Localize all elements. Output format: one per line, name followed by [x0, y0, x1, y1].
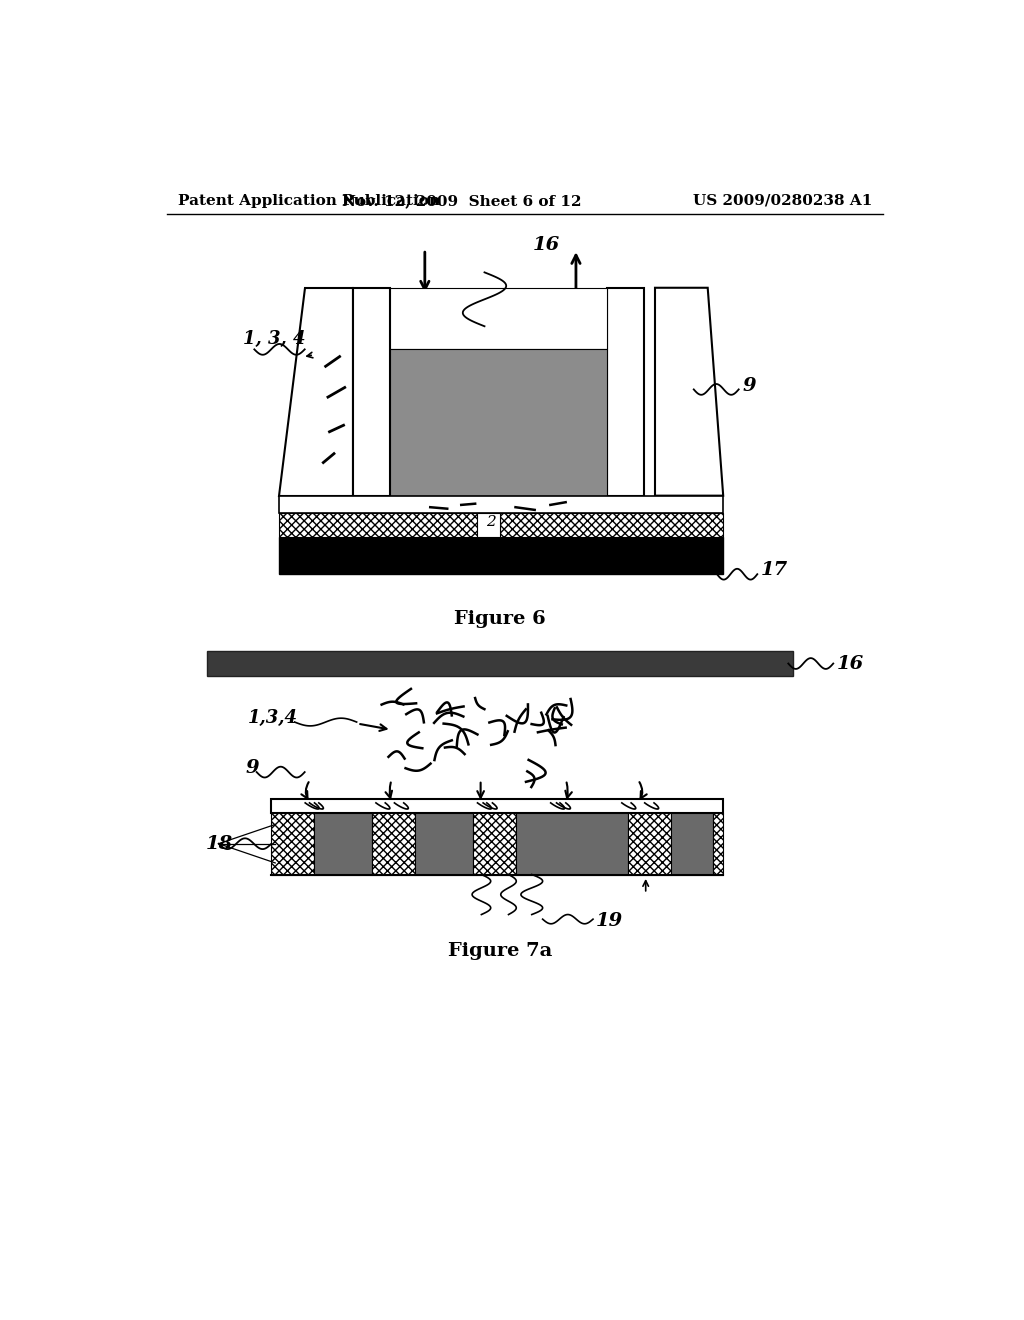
Polygon shape [655, 288, 723, 496]
Bar [207, 651, 793, 676]
Bar [390, 350, 607, 496]
Bar [280, 496, 723, 512]
Text: Figure 7a: Figure 7a [447, 942, 552, 961]
Bar [415, 813, 473, 874]
Bar [713, 813, 723, 874]
Text: US 2009/0280238 A1: US 2009/0280238 A1 [692, 194, 872, 207]
Polygon shape [280, 288, 352, 496]
Bar [671, 813, 713, 874]
Bar [280, 537, 723, 574]
Bar [372, 813, 415, 874]
Text: 1,3,4: 1,3,4 [248, 709, 298, 727]
Text: 18: 18 [206, 834, 232, 853]
Text: 1, 3, 4: 1, 3, 4 [243, 330, 305, 348]
Bar [271, 799, 723, 813]
Bar [607, 288, 644, 495]
Text: 16: 16 [838, 655, 864, 672]
Bar [473, 813, 515, 874]
Text: Figure 6: Figure 6 [454, 610, 546, 628]
Text: 2: 2 [485, 515, 496, 529]
Bar [515, 813, 628, 874]
Text: Patent Application Publication: Patent Application Publication [178, 194, 440, 207]
Text: 17: 17 [761, 561, 788, 579]
Bar [500, 512, 723, 537]
Text: Nov. 12, 2009  Sheet 6 of 12: Nov. 12, 2009 Sheet 6 of 12 [341, 194, 581, 207]
Bar [280, 512, 500, 537]
Bar [352, 288, 390, 495]
Bar [271, 813, 314, 874]
Text: 9: 9 [742, 376, 756, 395]
Text: 9: 9 [246, 759, 259, 777]
Text: 19: 19 [596, 912, 624, 929]
Text: 16: 16 [532, 236, 560, 253]
Bar [477, 512, 500, 537]
Bar [314, 813, 372, 874]
Bar [390, 288, 607, 350]
Bar [628, 813, 671, 874]
